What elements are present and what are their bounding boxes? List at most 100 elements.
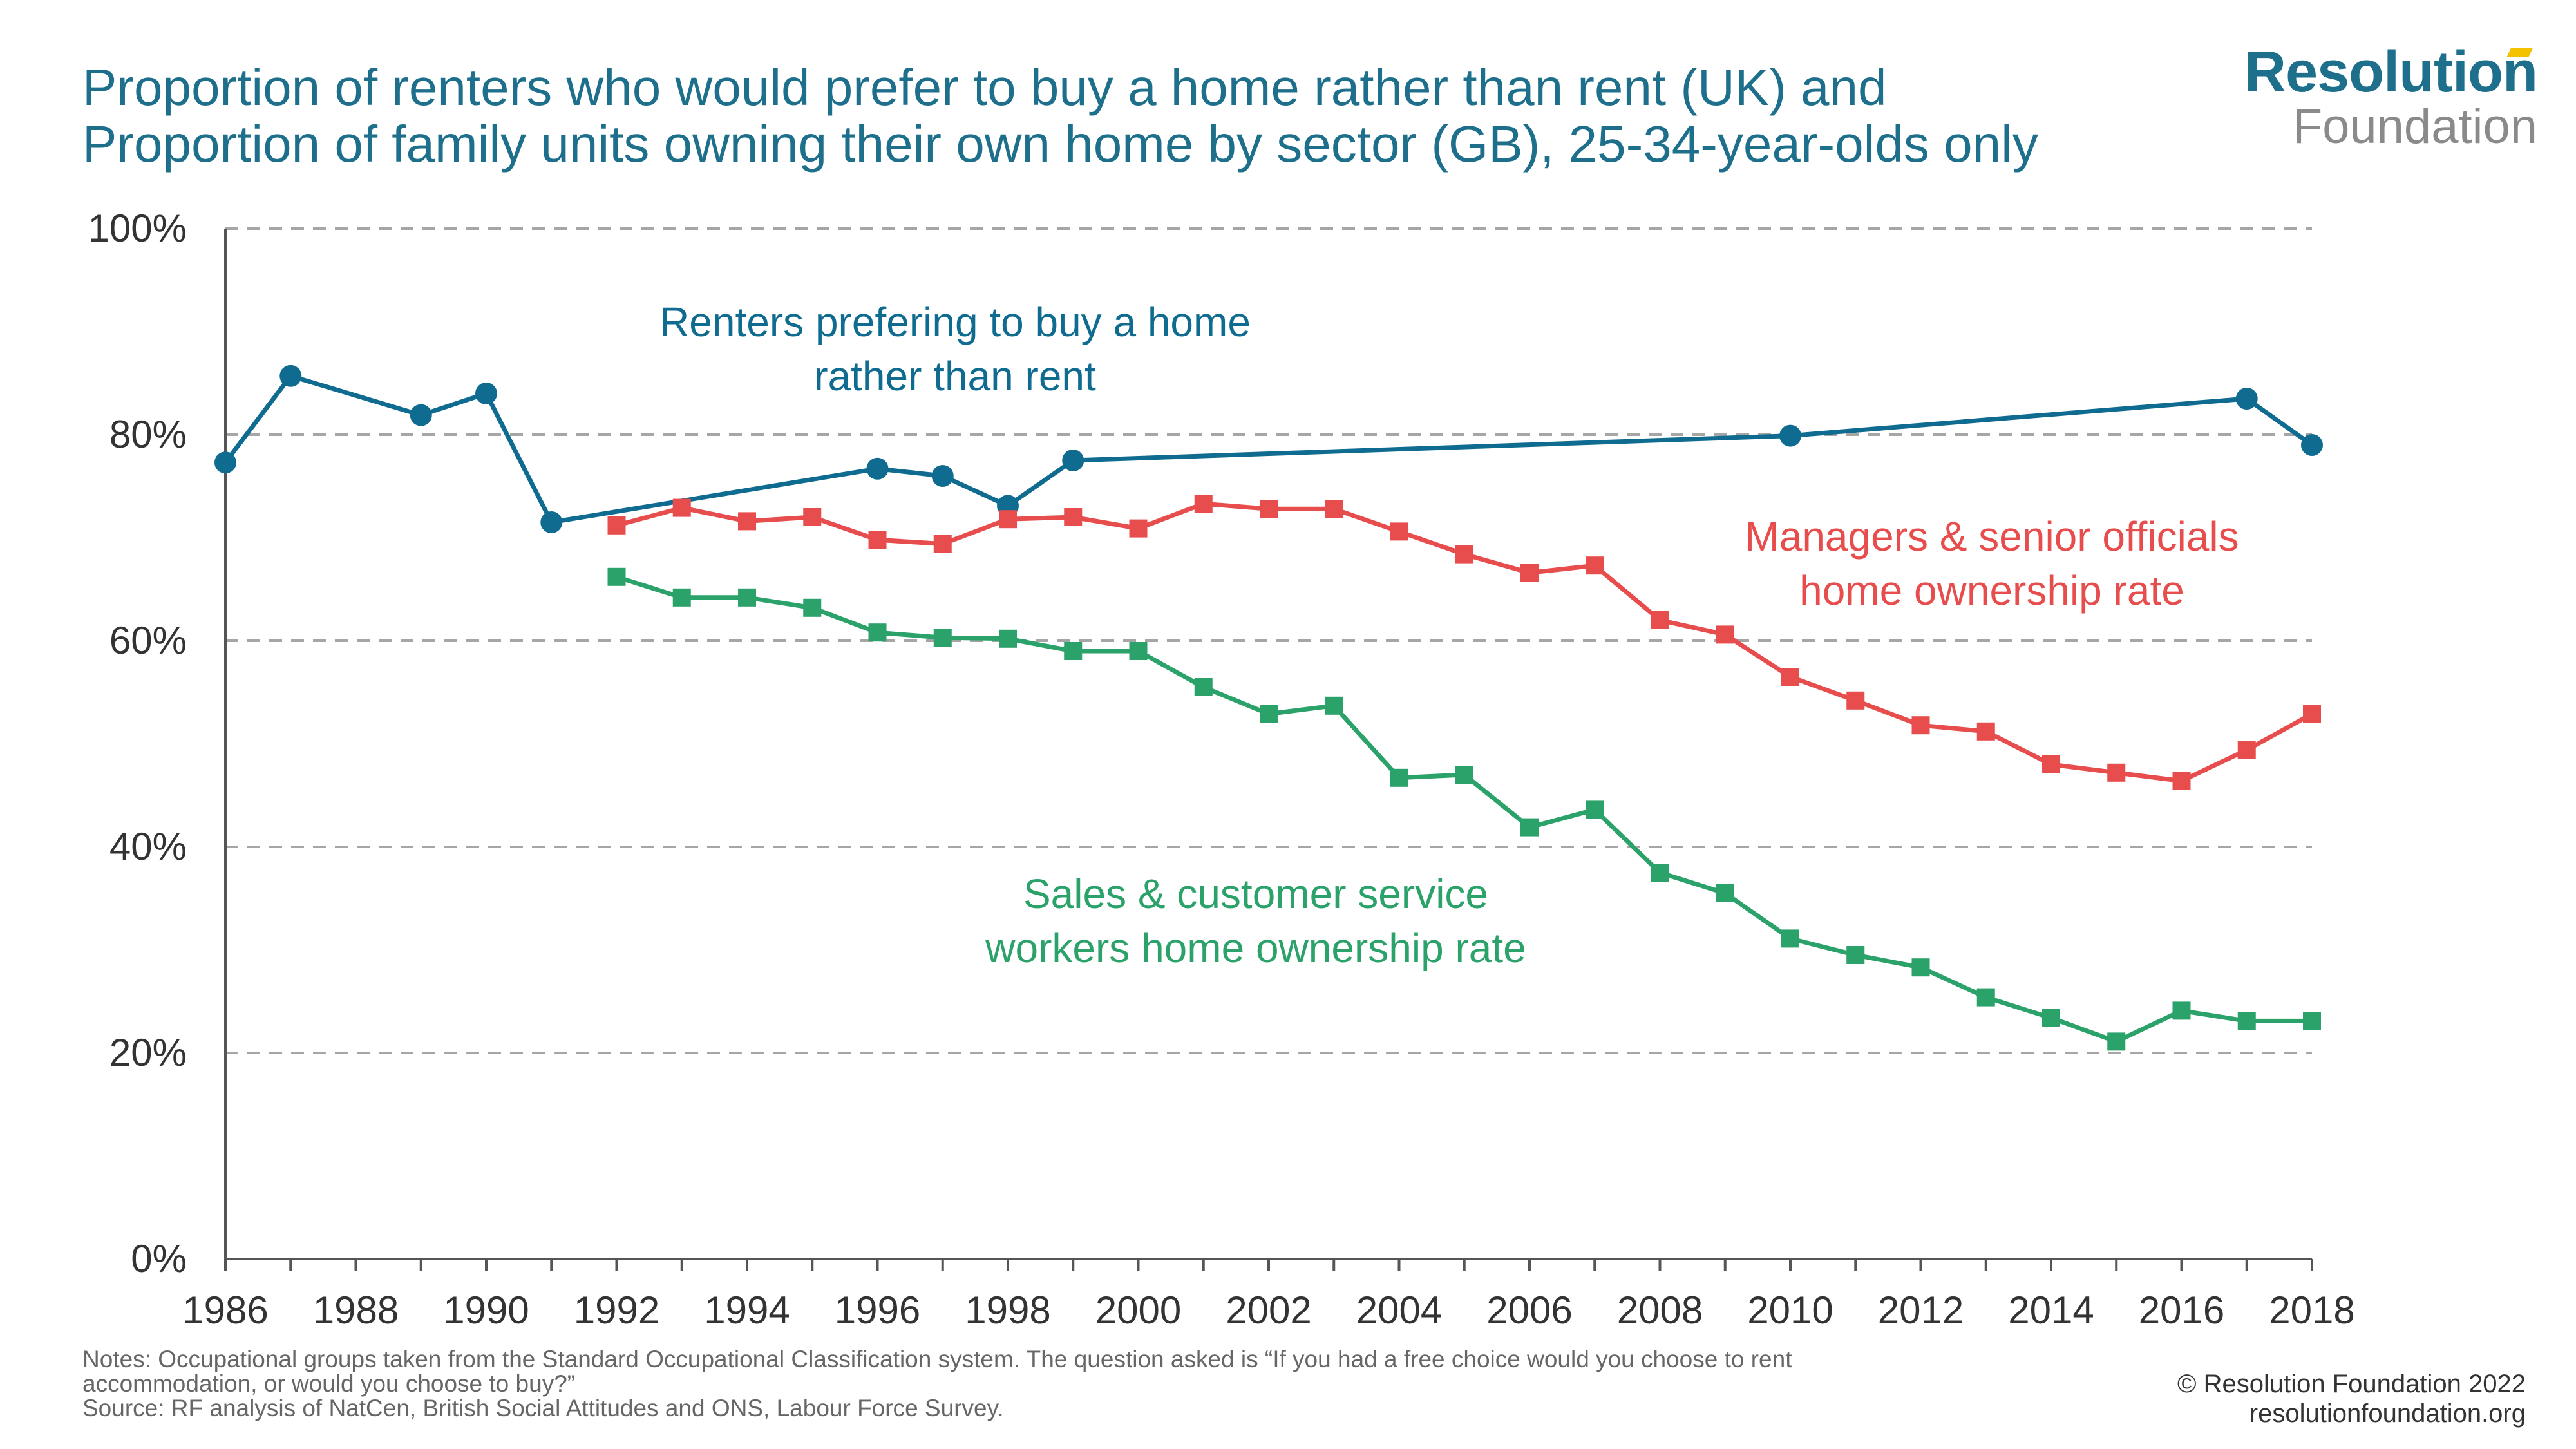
data-point	[738, 512, 756, 531]
x-tick-label: 2002	[1226, 1289, 1311, 1332]
y-tick-label: 80%	[109, 413, 187, 456]
axes: 0% 20% 40% 60% 80% 100% 1986 1988 1990 1992 1994 19…	[88, 207, 2355, 1332]
data-point	[607, 567, 626, 586]
data-point	[1911, 716, 1930, 735]
data-point	[1846, 691, 1865, 710]
data-point	[803, 598, 822, 617]
data-point	[2172, 1001, 2191, 1020]
x-tick-label: 1990	[443, 1289, 529, 1332]
data-point	[410, 404, 432, 426]
data-point	[2107, 763, 2126, 782]
x-tick-label: 2000	[1095, 1289, 1181, 1332]
x-tick-label: 1992	[574, 1289, 659, 1332]
series-line-1	[223, 374, 2314, 525]
data-point	[1781, 668, 1799, 686]
data-point	[1390, 522, 1408, 541]
data-point	[1390, 768, 1408, 787]
y-tick-label: 60%	[109, 619, 187, 662]
data-point	[999, 510, 1017, 529]
logo-subtitle: Foundation	[2292, 99, 2537, 154]
data-point	[1129, 642, 1148, 660]
data-point	[1976, 988, 1995, 1007]
data-point	[1325, 500, 1343, 518]
gridlines	[225, 227, 2312, 1054]
data-point	[1064, 508, 1083, 526]
data-point	[1194, 495, 1213, 513]
data-point	[1586, 800, 1604, 819]
data-point	[2237, 1012, 2256, 1030]
x-tick-label: 2018	[2269, 1289, 2354, 1332]
chart-title-line-2: Proportion of family units owning their …	[82, 115, 2038, 173]
data-point	[866, 457, 889, 480]
data-point	[1779, 424, 1801, 447]
data-point	[672, 588, 691, 607]
x-tick-label: 1996	[835, 1289, 920, 1332]
data-point	[1976, 722, 1995, 741]
data-point	[868, 531, 887, 549]
data-point	[1520, 564, 1539, 582]
data-point	[868, 623, 887, 642]
data-point	[2107, 1032, 2126, 1051]
data-point	[2237, 741, 2256, 759]
source-line: Source: RF analysis of NatCen, British S…	[82, 1395, 1004, 1421]
data-point	[1260, 500, 1278, 518]
series-label-1: Renters prefering to buy a home	[659, 299, 1251, 345]
data-point	[1062, 450, 1084, 471]
data-point	[214, 451, 236, 474]
data-point	[738, 588, 756, 607]
website-text: resolutionfoundation.org	[2249, 1399, 2526, 1428]
series-label-1: rather than rent	[814, 353, 1096, 399]
data-point	[2235, 388, 2258, 410]
data-point	[933, 629, 952, 647]
data-point	[2301, 434, 2323, 456]
y-tick-label: 100%	[88, 207, 187, 250]
x-tick-label: 1986	[182, 1289, 268, 1332]
data-point	[279, 365, 302, 387]
data-point	[1651, 864, 1669, 882]
notes-line-1: Notes: Occupational groups taken from th…	[82, 1346, 1792, 1372]
chart-title: Proportion of renters who would prefer t…	[82, 59, 2208, 173]
data-point	[1064, 642, 1083, 660]
notes-line-2: accommodation, or would you choose to bu…	[82, 1370, 576, 1397]
data-point	[999, 629, 1017, 648]
y-tick-label: 20%	[109, 1031, 187, 1074]
resolution-foundation-logo: Resolution Foundation	[2244, 43, 2538, 154]
data-point	[475, 383, 497, 404]
x-tick-label: 2004	[1356, 1289, 1442, 1332]
data-point	[1911, 958, 1930, 977]
x-tick-label: 2010	[1747, 1289, 1833, 1332]
data-point	[1716, 625, 1734, 644]
y-tick-label: 40%	[109, 825, 187, 868]
data-point	[1129, 519, 1148, 538]
copyright-text: © Resolution Foundation 2022	[2177, 1370, 2526, 1398]
x-tick-label: 2012	[1878, 1289, 1964, 1332]
data-point	[2172, 772, 2191, 790]
x-tick-label: 2014	[2008, 1289, 2094, 1332]
series-label-2: Managers & senior officials	[1745, 513, 2239, 560]
data-point	[931, 465, 954, 487]
data-point	[1520, 818, 1539, 837]
data-point	[2042, 1009, 2060, 1027]
data-point	[803, 508, 822, 526]
data-point	[2042, 755, 2060, 773]
data-point	[933, 535, 952, 553]
x-tick-label: 1988	[313, 1289, 399, 1332]
data-point	[2303, 1012, 2321, 1030]
series-labels: Renters prefering to buy a home rather th…	[659, 299, 2239, 971]
data-point	[672, 498, 691, 517]
data-point	[1846, 946, 1865, 964]
x-tick-label: 2008	[1617, 1289, 1703, 1332]
chart-title-line-1: Proportion of renters who would prefer t…	[82, 59, 1887, 116]
x-tick-label: 1994	[704, 1289, 790, 1332]
series-label-3: workers home ownership rate	[985, 925, 1526, 971]
x-tick-label: 2006	[1486, 1289, 1572, 1332]
x-tick-label: 2016	[2139, 1289, 2224, 1332]
data-point	[2303, 705, 2321, 723]
data-point	[1325, 696, 1343, 715]
data-point	[1260, 705, 1278, 723]
series-line-3	[616, 574, 2312, 1044]
y-tick-label: 0%	[131, 1237, 187, 1280]
x-tick-label: 1998	[965, 1289, 1050, 1332]
data-point	[1586, 556, 1604, 575]
